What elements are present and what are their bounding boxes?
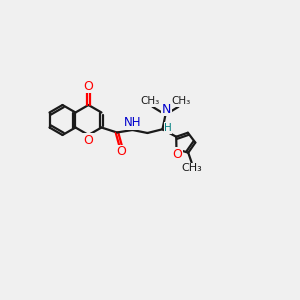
Text: N: N <box>162 103 171 116</box>
Text: CH₃: CH₃ <box>140 96 160 106</box>
Text: O: O <box>83 80 93 93</box>
Text: CH₃: CH₃ <box>171 96 190 106</box>
Text: CH₃: CH₃ <box>181 163 202 173</box>
Text: O: O <box>116 145 126 158</box>
Text: O: O <box>173 148 183 161</box>
Text: H: H <box>164 123 172 133</box>
Text: NH: NH <box>124 116 142 130</box>
Text: O: O <box>83 134 93 147</box>
